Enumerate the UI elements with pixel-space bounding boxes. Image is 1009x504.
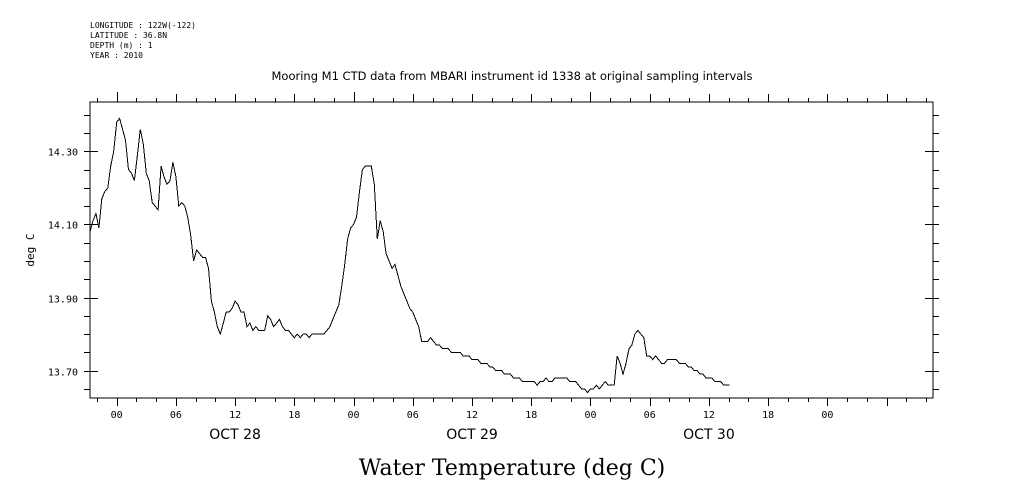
x-date-label: OCT 28 <box>209 427 261 443</box>
x-tick-label: 12 <box>703 410 715 421</box>
y-axis: 14.30 14.10 13.90 13.70 <box>48 148 933 379</box>
metadata-block: LONGITUDE : 122W(-122) LATITUDE : 36.8N … <box>90 21 196 61</box>
series-line-water-temperature <box>89 117 730 394</box>
x-tick-label: 18 <box>525 410 537 421</box>
x-tick-label: 12 <box>229 410 241 421</box>
y-tick-label: 13.90 <box>48 295 78 306</box>
latitude-label: LATITUDE : 36.8N <box>90 31 168 40</box>
x-tick-label: 18 <box>288 410 300 421</box>
depth-label: DEPTH (m) : 1 <box>90 41 153 50</box>
y-tick-label: 14.10 <box>48 221 78 232</box>
minor-ticks <box>84 92 939 406</box>
x-tick-label: 06 <box>170 410 182 421</box>
x-tick-label: 18 <box>762 410 774 421</box>
y-tick-label: 14.30 <box>48 148 78 159</box>
x-tick-label: 06 <box>407 410 419 421</box>
longitude-label: LONGITUDE : 122W(-122) <box>90 21 196 30</box>
y-tick-label: 13.70 <box>48 368 78 379</box>
x-tick-label: 00 <box>584 410 596 421</box>
x-tick-label: 12 <box>466 410 478 421</box>
x-date-label: OCT 29 <box>446 427 498 443</box>
x-tick-label: 00 <box>111 410 123 421</box>
x-tick-label: 06 <box>644 410 656 421</box>
chart-title: Mooring M1 CTD data from MBARI instrumen… <box>272 69 753 83</box>
x-tick-label: 00 <box>348 410 360 421</box>
x-axis-title: Water Temperature (deg C) <box>359 456 666 481</box>
x-date-label: OCT 30 <box>683 427 735 443</box>
plot-frame <box>89 101 934 399</box>
x-axis: 00 06 12 18 00 06 12 18 00 06 12 18 00 OCT 28 OCT 29 OC… <box>111 410 834 443</box>
y-axis-label: deg C <box>24 233 37 266</box>
year-label: YEAR : 2010 <box>90 51 143 60</box>
x-tick-label: 00 <box>821 410 833 421</box>
